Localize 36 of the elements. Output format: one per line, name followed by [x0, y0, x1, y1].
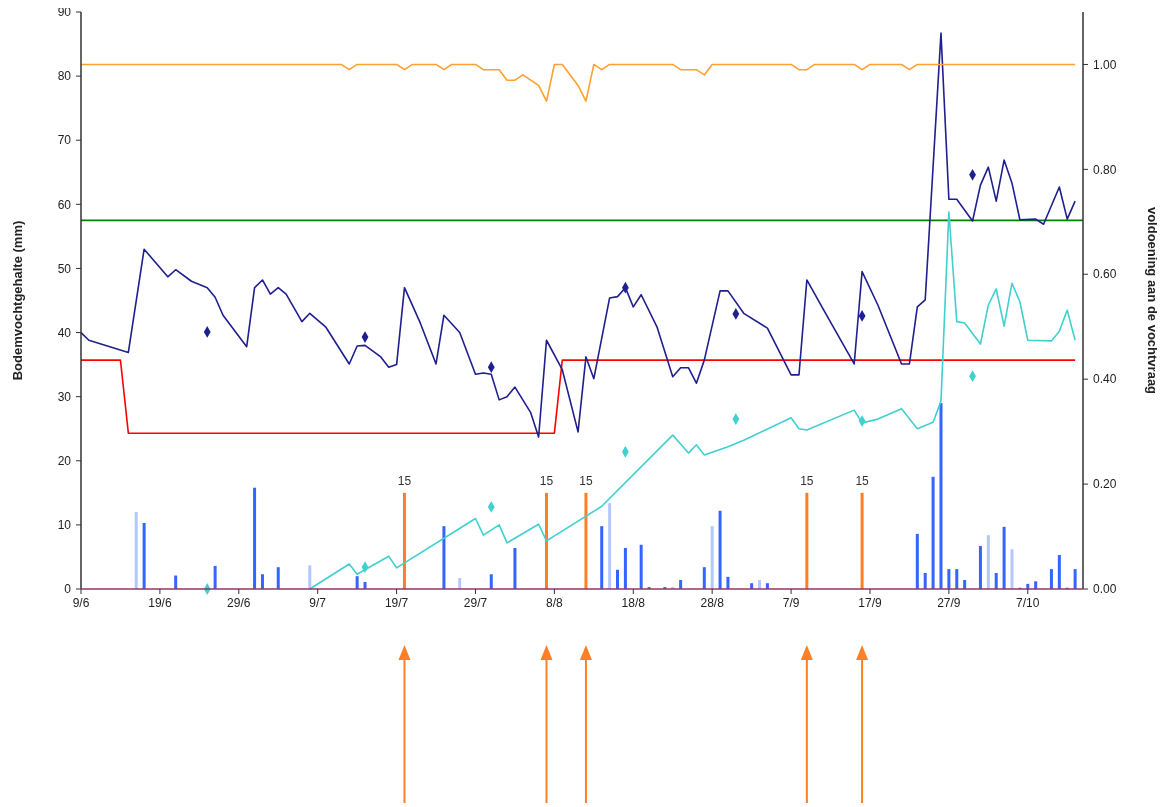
x-tick-label: 8/8 [546, 596, 564, 610]
x-tick-label: 7/9 [782, 596, 800, 610]
y2-tick-label: 0.60 [1093, 267, 1117, 282]
x-tick-label: 19/7 [384, 596, 409, 610]
y-tick-label: 20 [57, 453, 72, 468]
y2-tick-label: 0.40 [1093, 372, 1117, 387]
data-label: 15 [539, 473, 554, 488]
x-tick-label: 9/7 [309, 596, 327, 610]
data-label: 15 [800, 473, 814, 488]
data-label: 15 [579, 473, 593, 488]
x-tick-label: 29/6 [227, 596, 251, 610]
y2-tick-label: 0.80 [1093, 162, 1117, 177]
y-tick-label: 70 [57, 133, 72, 148]
y-tick-label: 60 [57, 197, 72, 212]
y-tick-label: 40 [57, 325, 72, 340]
x-tick-label: 29/7 [463, 596, 488, 610]
y-tick-label: 10 [57, 518, 72, 533]
y2-tick-label: 1.00 [1093, 57, 1117, 72]
y-tick-label: 90 [57, 5, 72, 20]
x-tick-label: 17/9 [858, 596, 882, 610]
y-axis-title: Bodemvochtgehalte (mm) [10, 220, 25, 381]
y2-axis-title: voldoening aan de vochtvraag [1145, 206, 1160, 395]
x-tick-label: 18/8 [621, 596, 646, 610]
y-tick-label: 80 [57, 69, 72, 84]
x-tick-label: 9/6 [72, 596, 90, 610]
y-tick-label: 0 [64, 582, 72, 597]
data-label: 15 [397, 473, 412, 488]
x-tick-label: 27/9 [937, 596, 961, 610]
x-tick-label: 7/10 [1016, 596, 1040, 610]
x-tick-label: 19/6 [148, 596, 172, 610]
y-tick-label: 30 [57, 389, 72, 404]
y2-tick-label: 0.20 [1093, 477, 1117, 492]
y-tick-label: 50 [57, 261, 72, 276]
y2-tick-label: 0.00 [1093, 582, 1117, 597]
x-tick-label: 28/8 [700, 596, 725, 610]
data-label: 15 [855, 473, 870, 488]
